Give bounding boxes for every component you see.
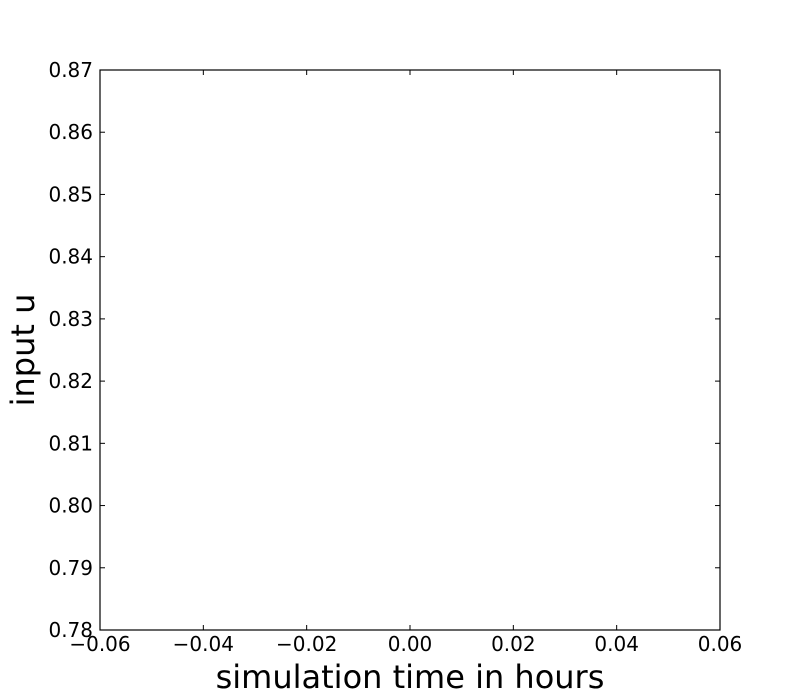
- y-tick-label: 0.85: [48, 182, 93, 206]
- y-tick-label: 0.83: [48, 307, 93, 331]
- plot-area-frame: [99, 69, 721, 631]
- y-tick-label: 0.82: [48, 369, 93, 393]
- y-tick-label: 0.86: [48, 120, 93, 144]
- y-tick-label: 0.87: [48, 58, 93, 82]
- x-axis-title: simulation time in hours: [216, 658, 605, 696]
- x-tick-label: −0.06: [69, 632, 130, 656]
- y-tick-label: 0.80: [48, 494, 93, 518]
- y-axis-title: input u: [4, 294, 42, 407]
- tick-labels-layer: −0.06 −0.04 −0.02 0.00 0.02 0.04 0.06 0.78 0.79 0…: [48, 58, 742, 656]
- y-tick-label: 0.78: [48, 618, 93, 642]
- y-tick-label: 0.84: [48, 245, 93, 269]
- x-tick-label: 0.00: [388, 632, 433, 656]
- x-tick-label: −0.02: [276, 632, 337, 656]
- y-tick-label: 0.81: [48, 431, 93, 455]
- x-tick-label: −0.04: [173, 632, 234, 656]
- x-tick-label: 0.04: [594, 632, 639, 656]
- x-tick-label: 0.02: [491, 632, 536, 656]
- x-tick-label: 0.06: [698, 632, 743, 656]
- y-tick-label: 0.79: [48, 556, 93, 580]
